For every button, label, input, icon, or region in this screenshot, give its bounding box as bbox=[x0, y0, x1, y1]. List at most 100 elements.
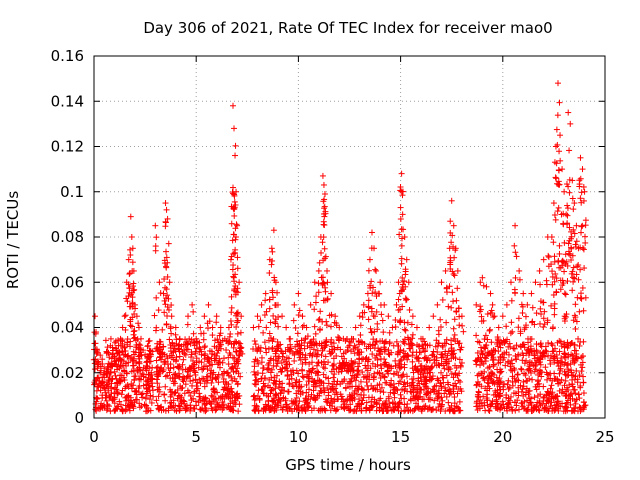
data-point bbox=[504, 381, 511, 388]
data-point bbox=[128, 234, 135, 240]
data-point bbox=[401, 234, 408, 240]
data-point bbox=[561, 368, 568, 375]
data-point bbox=[460, 328, 467, 335]
data-point bbox=[135, 320, 142, 327]
data-point bbox=[512, 407, 519, 414]
data-point bbox=[230, 274, 237, 281]
data-point bbox=[279, 313, 286, 320]
data-point bbox=[168, 313, 175, 320]
data-point bbox=[561, 268, 568, 275]
data-point bbox=[449, 289, 456, 296]
data-point bbox=[155, 307, 162, 314]
data-point bbox=[162, 383, 169, 390]
data-point bbox=[227, 256, 234, 263]
data-point bbox=[563, 211, 570, 218]
y-axis-label: ROTI / TECUs bbox=[4, 191, 22, 289]
data-point bbox=[450, 222, 457, 229]
data-point bbox=[515, 315, 522, 322]
data-point bbox=[522, 372, 529, 379]
data-point bbox=[322, 353, 329, 360]
data-point bbox=[208, 392, 215, 399]
x-tick-label: 0 bbox=[89, 428, 99, 446]
data-point bbox=[299, 313, 306, 320]
data-point bbox=[175, 392, 182, 399]
data-point bbox=[220, 355, 227, 362]
data-point bbox=[549, 325, 556, 332]
data-point bbox=[312, 299, 319, 306]
data-point bbox=[291, 301, 298, 308]
data-point bbox=[290, 317, 297, 324]
data-point bbox=[457, 378, 464, 385]
data-point bbox=[581, 188, 588, 195]
data-point bbox=[409, 358, 416, 365]
data-point bbox=[135, 324, 142, 331]
data-point bbox=[455, 377, 462, 384]
data-point bbox=[250, 324, 257, 331]
data-point bbox=[232, 236, 239, 243]
data-point bbox=[153, 324, 160, 331]
data-point bbox=[197, 324, 204, 331]
data-point bbox=[320, 234, 327, 241]
data-point bbox=[318, 388, 325, 395]
data-point bbox=[257, 317, 264, 324]
data-point bbox=[511, 242, 518, 249]
data-point bbox=[520, 290, 527, 297]
data-point bbox=[400, 381, 407, 388]
data-point bbox=[272, 318, 279, 325]
x-tick-label: 20 bbox=[493, 428, 512, 446]
data-point bbox=[315, 289, 322, 296]
data-point bbox=[368, 229, 375, 236]
data-point bbox=[418, 406, 425, 413]
data-point bbox=[540, 299, 547, 306]
data-point bbox=[311, 323, 318, 330]
data-point bbox=[430, 313, 437, 320]
data-point bbox=[172, 324, 179, 331]
data-point bbox=[450, 325, 457, 332]
data-point bbox=[321, 406, 328, 413]
y-tick-label: 0.12 bbox=[51, 138, 84, 156]
data-point bbox=[437, 316, 444, 323]
data-point bbox=[438, 369, 445, 376]
y-tick-label: 0.16 bbox=[51, 47, 84, 65]
data-point bbox=[92, 313, 99, 320]
data-point bbox=[486, 327, 493, 334]
data-point bbox=[283, 324, 290, 331]
data-point bbox=[228, 220, 235, 227]
data-point bbox=[578, 295, 585, 302]
data-point bbox=[456, 322, 463, 329]
y-tick-label: 0 bbox=[74, 409, 84, 427]
data-point bbox=[454, 267, 461, 274]
data-point bbox=[292, 379, 299, 386]
data-point bbox=[531, 394, 538, 401]
data-point bbox=[365, 386, 372, 393]
data-point bbox=[475, 388, 482, 395]
data-point bbox=[299, 360, 306, 367]
data-point bbox=[552, 143, 559, 150]
data-point bbox=[458, 313, 465, 320]
data-point bbox=[505, 385, 512, 392]
data-point bbox=[403, 296, 410, 303]
data-point bbox=[229, 184, 236, 191]
data-point bbox=[386, 329, 393, 336]
data-point bbox=[579, 284, 586, 291]
data-point bbox=[368, 398, 375, 405]
data-point bbox=[275, 383, 282, 390]
data-point bbox=[386, 381, 393, 388]
data-point bbox=[571, 200, 578, 207]
data-point bbox=[365, 297, 372, 304]
data-point bbox=[582, 294, 589, 301]
data-point bbox=[313, 293, 320, 300]
data-point bbox=[579, 245, 586, 252]
data-point bbox=[501, 380, 508, 387]
data-point bbox=[457, 362, 464, 369]
x-tick-label: 5 bbox=[191, 428, 201, 446]
data-point bbox=[254, 313, 261, 320]
data-point bbox=[389, 324, 396, 331]
data-point bbox=[352, 377, 359, 384]
data-point bbox=[291, 357, 298, 364]
data-point bbox=[315, 359, 322, 366]
data-point bbox=[519, 309, 526, 316]
data-point bbox=[555, 204, 562, 211]
data-point bbox=[285, 388, 292, 395]
y-tick-label: 0.04 bbox=[51, 319, 84, 337]
